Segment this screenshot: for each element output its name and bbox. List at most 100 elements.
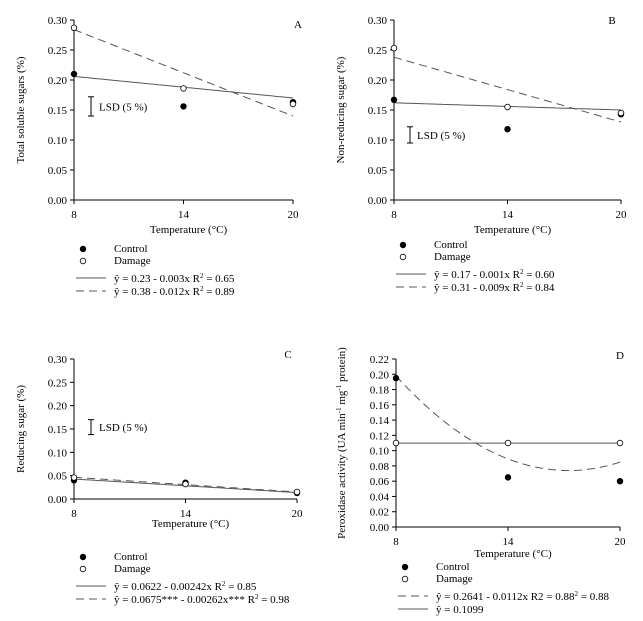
legend-equation-damage: ŷ = 0.0675*** - 0.00262x*** R2 = 0.98: [114, 593, 290, 606]
equation-text: ŷ = 0.38 - 0.012x R: [114, 286, 201, 298]
legend-label-control: Control: [114, 551, 148, 563]
y-tick-label: 0.14: [370, 415, 390, 427]
x-tick-label: 14: [180, 508, 192, 520]
x-tick-label: 20: [615, 536, 627, 548]
equation-tail: = 0.89: [203, 286, 234, 298]
data-point-control: [70, 70, 78, 78]
y-axis-title-text: protein): [336, 347, 348, 385]
y-tick-label: 0.15: [48, 105, 68, 117]
equation-text: ŷ = 0.0622 - 0.00242x R: [114, 581, 223, 593]
y-tick-label: 0.04: [370, 491, 390, 503]
y-tick-label: 0.18: [370, 385, 390, 397]
legend-label-control: Control: [434, 239, 468, 251]
chart-panel-a: 0.00 0.05 0.10 0.15 0.20 0.25 0.30 8 14 20 Tempera…: [15, 15, 302, 298]
y-tick-label: 0.10: [48, 135, 68, 147]
y-axis-title: Reducing sugar (%): [15, 385, 27, 473]
legend-marker-control: [399, 241, 407, 249]
fit-line-damage: [393, 56, 622, 123]
data-point-control: [390, 96, 398, 103]
y-tick-label: 0.05: [48, 165, 68, 177]
lsd-label: LSD (5 %): [99, 101, 148, 113]
x-tick-label: 14: [503, 536, 515, 548]
legend-label-control: Control: [436, 561, 470, 573]
legend-equation-control: ŷ = 0.17 - 0.001x R2 = 0.60: [434, 268, 555, 281]
equation-sup: 2: [222, 580, 226, 588]
data-point-damage: [70, 474, 78, 481]
legend-equation-control: ŷ = 0.2641 - 0.0112x R2 = 0.882 = 0.88: [436, 590, 609, 603]
legend-equation-control: ŷ = 0.0622 - 0.00242x R2 = 0.85: [114, 580, 257, 593]
equation-sup: 2: [520, 268, 524, 276]
y-axis-title-text: Reducing sugar (%): [15, 385, 27, 473]
y-tick-label: 0.00: [368, 195, 388, 207]
legend-marker-damage: [399, 253, 407, 261]
y-tick-label: 0.20: [48, 401, 68, 413]
legend-equation-damage: ŷ = 0.1099: [436, 604, 484, 616]
y-tick-label: 0.25: [48, 377, 68, 389]
equation-tail: = 0.60: [523, 269, 554, 281]
x-tick-label: 20: [288, 209, 300, 221]
y-tick-label: 0.15: [368, 105, 388, 117]
equation-sup: 2: [255, 593, 259, 601]
panel-letter: D: [616, 350, 624, 362]
panel-letter: A: [294, 19, 302, 31]
y-tick-label: 0.30: [48, 15, 68, 27]
equation-sup: 2: [575, 590, 579, 598]
panel-letter: C: [284, 349, 291, 361]
y-axis-title-sup: -1: [335, 384, 343, 390]
y-tick-label: 0.25: [48, 45, 68, 57]
fit-line-damage: [73, 29, 294, 117]
equation-text: ŷ = 0.31 - 0.009x R: [434, 282, 521, 294]
equation-sup: 2: [200, 285, 204, 293]
y-tick-label: 0.15: [48, 424, 68, 436]
lsd-label: LSD (5 %): [417, 130, 466, 142]
data-point-damage: [182, 480, 189, 488]
y-axis-title-text: Total soluble sugars (%): [15, 56, 27, 163]
legend-label-damage: Damage: [114, 255, 151, 267]
y-tick-label: 0.05: [368, 165, 388, 177]
x-tick-label: 20: [616, 209, 628, 221]
y-tick-label: 0.08: [370, 461, 390, 473]
y-tick-label: 0.02: [370, 507, 389, 519]
fit-line-control: [395, 375, 621, 471]
equation-text: ŷ = 0.23 - 0.003x R: [114, 273, 201, 285]
y-tick-label: 0.10: [48, 447, 68, 459]
chart-panel-d: 0.00 0.02 0.04 0.06 0.08 0.10 0.12 0.14 0.16 0.18…: [335, 347, 626, 616]
y-tick-label: 0.00: [48, 195, 68, 207]
equation-text: ŷ = 0.1099: [436, 604, 484, 616]
equation-sup: 2: [520, 281, 524, 289]
y-tick-label: 0.10: [368, 135, 388, 147]
y-tick-label: 0.00: [48, 494, 68, 506]
x-tick-label: 20: [292, 508, 304, 520]
x-tick-label: 14: [178, 209, 190, 221]
equation-text: ŷ = 0.2641 - 0.0112x R2 = 0.88: [436, 591, 575, 603]
lsd-label: LSD (5 %): [99, 422, 148, 434]
data-point-control: [616, 477, 624, 485]
data-point-control: [504, 125, 511, 133]
legend-label-damage: Damage: [434, 251, 471, 263]
equation-text: ŷ = 0.17 - 0.001x R: [434, 269, 521, 281]
legend-label-damage: Damage: [436, 573, 473, 585]
data-point-damage: [504, 439, 512, 447]
chart-panel-c: 0.00 0.05 0.10 0.15 0.20 0.25 0.30 8 14 20 Tempera…: [15, 349, 303, 606]
y-axis-title: Non-reducing sugar (%): [335, 56, 347, 163]
equation-tail: = 0.84: [523, 282, 554, 294]
legend-marker-damage: [401, 575, 409, 583]
x-axis-title: Temperature (°C): [474, 224, 552, 236]
x-tick-label: 8: [71, 209, 77, 221]
data-point-damage: [616, 439, 624, 447]
data-point-control: [392, 374, 400, 382]
equation-text: ŷ = 0.0675*** - 0.00262x*** R: [114, 594, 256, 606]
legend-equation-control: ŷ = 0.23 - 0.003x R2 = 0.65: [114, 272, 235, 285]
y-axis-title-text: Peroxidase activity (UA min: [336, 413, 348, 539]
data-point-damage: [180, 85, 187, 92]
data-point-damage: [390, 45, 398, 52]
y-tick-label: 0.06: [370, 476, 390, 488]
y-axis-title-sup: -1: [335, 407, 343, 413]
y-tick-label: 0.20: [48, 75, 68, 87]
y-tick-label: 0.30: [368, 15, 388, 27]
data-point-damage: [289, 100, 297, 108]
y-tick-label: 0.16: [370, 400, 390, 412]
y-axis-title-text: Non-reducing sugar (%): [335, 56, 347, 163]
